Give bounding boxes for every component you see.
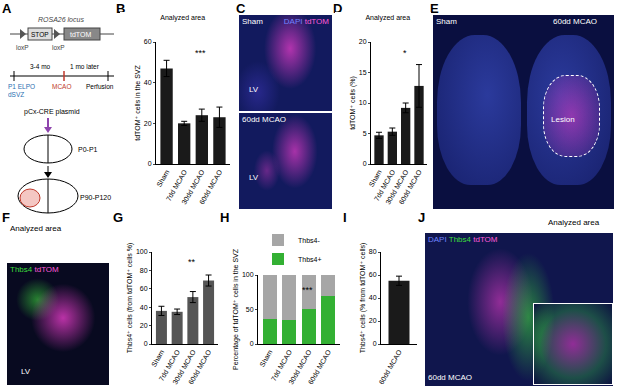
html-text:I: I bbox=[343, 210, 347, 225]
svg-text:60dd MCAO: 60dd MCAO bbox=[378, 348, 404, 385]
svg-text:20: 20 bbox=[369, 317, 377, 324]
svg-text:60: 60 bbox=[369, 271, 377, 278]
html-text:LV: LV bbox=[249, 173, 259, 182]
html-text:H: H bbox=[220, 210, 230, 225]
svg-text:Thbs4⁺ cells (from tdTOM⁺ cell: Thbs4⁺ cells (from tdTOM⁺ cells %) bbox=[126, 243, 134, 354]
svg-text:100: 100 bbox=[136, 248, 148, 255]
html-text:E: E bbox=[430, 1, 439, 16]
svg-text:Analyzed area: Analyzed area bbox=[160, 14, 205, 22]
svg-text:0: 0 bbox=[144, 340, 148, 347]
svg-text:loxP: loxP bbox=[16, 44, 29, 51]
svg-text:30dd MCAO: 30dd MCAO bbox=[384, 168, 410, 205]
svg-text:Sham: Sham bbox=[258, 349, 273, 368]
html-text:60dd MCAO: 60dd MCAO bbox=[242, 115, 286, 124]
html-text:LV: LV bbox=[21, 367, 31, 376]
svg-text:tdTOM⁺ cells (%): tdTOM⁺ cells (%) bbox=[349, 76, 357, 130]
svg-text:20: 20 bbox=[144, 120, 152, 127]
html-text:B: B bbox=[116, 1, 126, 16]
svg-text:30dd MCAO: 30dd MCAO bbox=[171, 348, 197, 385]
svg-text:80: 80 bbox=[140, 267, 148, 274]
html-text:F: F bbox=[2, 210, 10, 225]
svg-text:40: 40 bbox=[140, 304, 148, 311]
svg-text:3-4 mo: 3-4 mo bbox=[30, 63, 51, 70]
html-text:Thbs4 tdTOM: Thbs4 tdTOM bbox=[10, 265, 59, 274]
svg-text:Thbs4-: Thbs4- bbox=[298, 237, 320, 244]
svg-text:*: * bbox=[403, 48, 407, 58]
svg-text:10: 10 bbox=[359, 99, 367, 106]
svg-text:1 mo later: 1 mo later bbox=[70, 63, 100, 70]
svg-text:0: 0 bbox=[148, 160, 152, 167]
html-text:60dd MCAO: 60dd MCAO bbox=[553, 17, 597, 26]
svg-text:**: ** bbox=[188, 257, 196, 267]
svg-text:pCx-CRE plasmid: pCx-CRE plasmid bbox=[24, 108, 80, 116]
svg-text:40: 40 bbox=[369, 294, 377, 301]
svg-text:P1 ELPO: P1 ELPO bbox=[8, 83, 35, 90]
svg-text:60dd MCAO: 60dd MCAO bbox=[307, 348, 333, 385]
html-text:Lesion: Lesion bbox=[551, 115, 575, 124]
svg-text:***: *** bbox=[195, 48, 206, 58]
svg-text:60dd MCAO: 60dd MCAO bbox=[398, 168, 424, 205]
html-text:DAPI tdTOM: DAPI tdTOM bbox=[283, 17, 329, 26]
svg-text:20: 20 bbox=[359, 38, 367, 45]
html-text:A: A bbox=[2, 1, 12, 16]
svg-text:Sham: Sham bbox=[368, 169, 383, 188]
svg-text:60: 60 bbox=[144, 38, 152, 45]
svg-text:15: 15 bbox=[359, 69, 367, 76]
svg-text:80: 80 bbox=[369, 248, 377, 255]
svg-text:MCAO: MCAO bbox=[52, 83, 72, 90]
html-text:G: G bbox=[113, 210, 124, 225]
svg-text:60dd MCAO: 60dd MCAO bbox=[198, 168, 224, 205]
svg-text:60dd MCAO: 60dd MCAO bbox=[187, 348, 213, 385]
svg-text:STOP: STOP bbox=[31, 31, 49, 38]
svg-text:Analyzed area: Analyzed area bbox=[365, 14, 410, 22]
svg-text:Thbs4+: Thbs4+ bbox=[298, 256, 322, 263]
svg-text:dSVZ: dSVZ bbox=[8, 91, 24, 98]
svg-text:0: 0 bbox=[363, 160, 367, 167]
svg-text:Perfusion: Perfusion bbox=[86, 83, 114, 90]
svg-text:Sham: Sham bbox=[150, 349, 165, 368]
html-text:Sham: Sham bbox=[436, 17, 457, 26]
html-text:D: D bbox=[333, 1, 343, 16]
html-text:C: C bbox=[236, 1, 246, 16]
svg-text:20: 20 bbox=[140, 322, 148, 329]
svg-text:100: 100 bbox=[242, 271, 254, 278]
svg-text:7dd MCAO: 7dd MCAO bbox=[158, 348, 182, 382]
svg-text:30dd MCAO: 30dd MCAO bbox=[287, 348, 313, 385]
svg-text:***: *** bbox=[302, 285, 313, 295]
svg-text:0: 0 bbox=[250, 340, 254, 347]
svg-text:Percentage of tdTOM⁺ cells in: Percentage of tdTOM⁺ cells in the SVZ bbox=[232, 248, 240, 370]
html-text:Analyzed area: Analyzed area bbox=[10, 224, 62, 233]
html-text:Analyzed area: Analyzed area bbox=[548, 218, 600, 227]
svg-text:tdTOM: tdTOM bbox=[70, 31, 91, 38]
svg-text:50: 50 bbox=[246, 306, 254, 313]
html-text:Sham: Sham bbox=[242, 17, 263, 26]
html-text:LV: LV bbox=[249, 85, 259, 94]
svg-text:loxP: loxP bbox=[52, 44, 65, 51]
svg-text:Thbs4⁺ cells (% from tdTOM⁺ ce: Thbs4⁺ cells (% from tdTOM⁺ cells) bbox=[359, 243, 367, 354]
svg-text:40: 40 bbox=[144, 79, 152, 86]
svg-text:7dd MCAO: 7dd MCAO bbox=[165, 168, 189, 202]
svg-text:7dd MCAO: 7dd MCAO bbox=[373, 168, 397, 202]
svg-text:P0-P1: P0-P1 bbox=[78, 146, 98, 153]
html-text:DAPI Thbs4 tdTOM: DAPI Thbs4 tdTOM bbox=[428, 235, 498, 244]
svg-text:5: 5 bbox=[363, 130, 367, 137]
svg-text:ROSA26 locus: ROSA26 locus bbox=[38, 16, 84, 23]
svg-text:P90-P120: P90-P120 bbox=[80, 194, 111, 201]
svg-text:0: 0 bbox=[373, 340, 377, 347]
html-text:J: J bbox=[418, 210, 426, 225]
svg-text:60: 60 bbox=[140, 285, 148, 292]
svg-text:Sham: Sham bbox=[155, 169, 170, 188]
svg-text:30dd MCAO: 30dd MCAO bbox=[180, 168, 206, 205]
svg-text:tdTOM⁺ cells in the SVZ: tdTOM⁺ cells in the SVZ bbox=[134, 65, 141, 141]
svg-text:7dd MCAO: 7dd MCAO bbox=[270, 348, 294, 382]
html-text:60dd MCAO: 60dd MCAO bbox=[428, 373, 472, 382]
